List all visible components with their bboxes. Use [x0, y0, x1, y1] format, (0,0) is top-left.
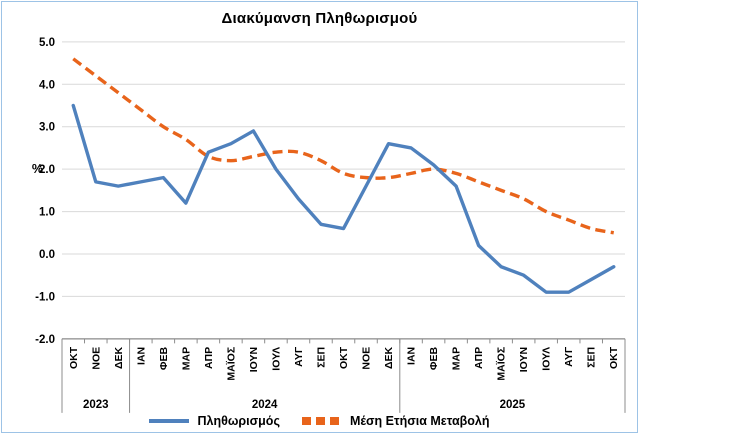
chart-frame: Διακύμανση Πληθωρισμού 5.0 4.0 3.0 2.0 1.0 0.… [1, 1, 638, 433]
inflation-chart-plot: 5.0 4.0 3.0 2.0 1.0 0.0 -1.0 -2.0% ΟΚΤ ΝΟΕ ΔΕΚ ΙΑΝ Φ… [32, 37, 626, 413]
legend-item-inflation: Πληθωρισμός [149, 414, 280, 428]
y-axis-tick-label: 0.0 [39, 249, 55, 261]
dashed-line-swatch-icon [301, 417, 342, 425]
y-axis-tick-label: 5.0 [39, 37, 55, 49]
month-tick-label: ΣΕΠ [315, 347, 327, 368]
month-tick-label: ΜΑΪΟΣ [495, 347, 508, 381]
legend-label-average: Μέση Ετήσια Μεταβολή [349, 414, 490, 428]
month-tick-label: ΦΕΒ [428, 346, 440, 370]
year-label: 2024 [252, 399, 278, 411]
month-tick-label: ΣΕΠ [586, 347, 598, 368]
chart-title: Διακύμανση Πληθωρισμού [221, 10, 418, 27]
month-tick-label: ΔΕΚ [383, 346, 395, 369]
month-tick-label: ΑΥΓ [293, 346, 305, 367]
average-annual-change-line [72, 57, 615, 235]
month-tick-label: ΜΑΡ [451, 347, 463, 370]
month-tick-label: ΙΟΥΛ [270, 347, 282, 371]
year-label: 2025 [500, 399, 526, 411]
legend-label-inflation: Πληθωρισμός [197, 414, 280, 428]
y-axis-unit-label: % [32, 162, 43, 176]
y-axis-tick-label: -2.0 [35, 334, 55, 346]
month-tick-label: ΑΥΓ [563, 346, 575, 367]
month-tick-label: ΔΕΚ [113, 346, 125, 369]
month-tick-label: ΜΑΡ [180, 347, 192, 370]
month-tick-label: ΑΠΡ [203, 347, 215, 369]
month-tick-label: ΙΟΥΝ [248, 347, 260, 372]
y-axis-tick-label: 1.0 [39, 207, 55, 219]
y-axis-tick-label: -1.0 [35, 291, 55, 303]
y-axis-tick-label: 3.0 [39, 122, 55, 134]
y-axis-tick-label: 4.0 [39, 79, 55, 91]
month-tick-label: ΙΟΥΛ [541, 347, 553, 371]
month-tick-label: ΟΚΤ [68, 346, 80, 369]
month-tick-label: ΝΟΕ [361, 347, 373, 370]
legend: Πληθωρισμός Μέση Ετήσια Μεταβολή [2, 414, 637, 428]
y-axis-tick-label: 2.0 [39, 164, 55, 176]
month-tick-label: ΑΠΡ [473, 347, 485, 369]
inflation-line [71, 103, 616, 294]
legend-item-average: Μέση Ετήσια Μεταβολή [301, 414, 490, 428]
solid-line-swatch-icon [149, 419, 190, 423]
month-tick-label: ΙΟΥΝ [518, 347, 530, 372]
month-tick-label: ΦΕΒ [158, 346, 170, 370]
month-tick-label: ΟΚΤ [338, 346, 350, 369]
month-tick-label: ΙΑΝ [135, 347, 147, 365]
year-label: 2023 [83, 399, 109, 411]
month-tick-label: ΟΚΤ [608, 346, 620, 369]
month-tick-label: ΙΑΝ [406, 347, 418, 365]
month-tick-label: ΝΟΕ [90, 347, 102, 370]
month-tick-label: ΜΑΪΟΣ [224, 347, 237, 381]
